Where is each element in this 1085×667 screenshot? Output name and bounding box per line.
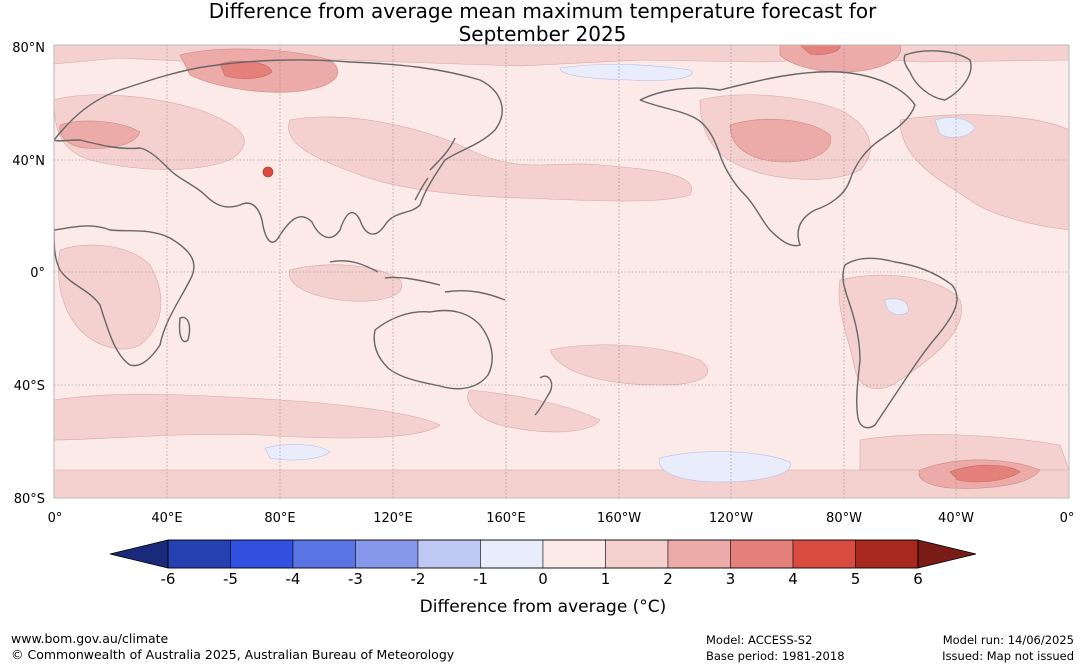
coastline-australia	[373, 309, 493, 390]
colorbar-cell	[792, 539, 856, 569]
lon-label-0-right: 0°	[1060, 511, 1075, 526]
footer-website: www.bom.gov.au/climate	[11, 631, 169, 646]
coastline-greenland	[903, 50, 972, 101]
colorbar-cell	[605, 539, 669, 569]
map-title: Difference from average mean maximum tem…	[0, 0, 1085, 46]
colorbar-cell	[480, 539, 544, 569]
colorbar-tick-label: -6	[161, 570, 176, 588]
colorbar-low-extend	[109, 539, 169, 569]
colorbar-tick-label: 2	[663, 570, 673, 588]
colorbar-tick-label: 1	[601, 570, 611, 588]
colorbar-tick-label: 6	[913, 570, 923, 588]
lat-label-40s: 40°S	[14, 379, 45, 394]
lon-label-0-left: 0°	[48, 511, 63, 526]
colorbar-cell	[542, 539, 606, 569]
footer-issued: Issued: Map not issued	[942, 649, 1074, 663]
colorbar-cell	[292, 539, 356, 569]
colorbar-cell	[355, 539, 419, 569]
lat-label-0: 0°	[30, 266, 45, 281]
colorbar-tick-label: -2	[411, 570, 426, 588]
forecast-map: 80°N 40°N 0° 40°S 80°S 0° 40°E 80°E 120°…	[12, 41, 1075, 617]
coastline-eurasia	[54, 59, 503, 243]
colorbar-label: Difference from average (°C)	[420, 597, 667, 617]
colorbar-tick-label: 0	[538, 570, 548, 588]
lon-label-80e: 80°E	[264, 511, 295, 526]
colorbar: -6 -5 -4 -3 -2 -1 0 1 2 3 4 5 6 Difference from aver…	[109, 539, 977, 617]
lon-label-40w: 40°W	[938, 511, 974, 526]
graticule	[54, 45, 1069, 498]
lon-label-80w: 80°W	[826, 511, 862, 526]
colorbar-cell	[855, 539, 919, 569]
coastline-madagascar	[178, 316, 191, 343]
lat-label-40n: 40°N	[12, 154, 45, 169]
colorbar-tick-label: -3	[348, 570, 363, 588]
lon-label-160w: 160°W	[597, 511, 641, 526]
lon-label-120e: 120°E	[373, 511, 413, 526]
colorbar-cell	[167, 539, 231, 569]
footer-left: www.bom.gov.au/climate © Commonwealth of…	[11, 631, 454, 663]
footer-model: Model: ACCESS-S2	[706, 633, 813, 647]
colorbar-tick-label: -4	[286, 570, 301, 588]
footer-base-period: Base period: 1981-2018	[706, 649, 845, 663]
coastline-japan	[414, 137, 456, 201]
footer-model-run: Model run: 14/06/2025	[942, 633, 1074, 647]
lat-label-80s: 80°S	[14, 492, 45, 507]
colorbar-cell	[730, 539, 794, 569]
colorbar-cells	[167, 539, 919, 569]
footer-copyright: © Commonwealth of Australia 2025, Austra…	[11, 647, 455, 662]
colorbar-tick-label: -1	[473, 570, 488, 588]
coastlines	[54, 50, 972, 429]
colorbar-cell	[667, 539, 731, 569]
colorbar-high-extend	[917, 539, 977, 569]
coastline-south-america	[842, 257, 958, 429]
lon-label-120w: 120°W	[709, 511, 753, 526]
title-line-2: September 2025	[458, 22, 627, 46]
title-line-1: Difference from average mean maximum tem…	[208, 0, 877, 23]
anomaly-contours	[54, 45, 1069, 498]
coastline-africa	[54, 225, 195, 367]
colorbar-tick-label: -5	[223, 570, 238, 588]
footer-run-info: Model run: 14/06/2025 Issued: Map not is…	[942, 632, 1074, 664]
lon-label-160e: 160°E	[486, 511, 526, 526]
colorbar-tick-label: 3	[726, 570, 736, 588]
coastline-new-zealand	[534, 375, 553, 416]
colorbar-tick-label: 5	[851, 570, 861, 588]
coastline-north-america	[639, 71, 916, 247]
colorbar-tick-label: 4	[788, 570, 798, 588]
footer-model-info: Model: ACCESS-S2 Base period: 1981-2018	[706, 632, 845, 664]
lon-label-40e: 40°E	[151, 511, 182, 526]
coastline-indonesia	[329, 260, 506, 301]
colorbar-cell	[417, 539, 481, 569]
lat-label-80n: 80°N	[12, 41, 45, 56]
colorbar-cell	[230, 539, 294, 569]
